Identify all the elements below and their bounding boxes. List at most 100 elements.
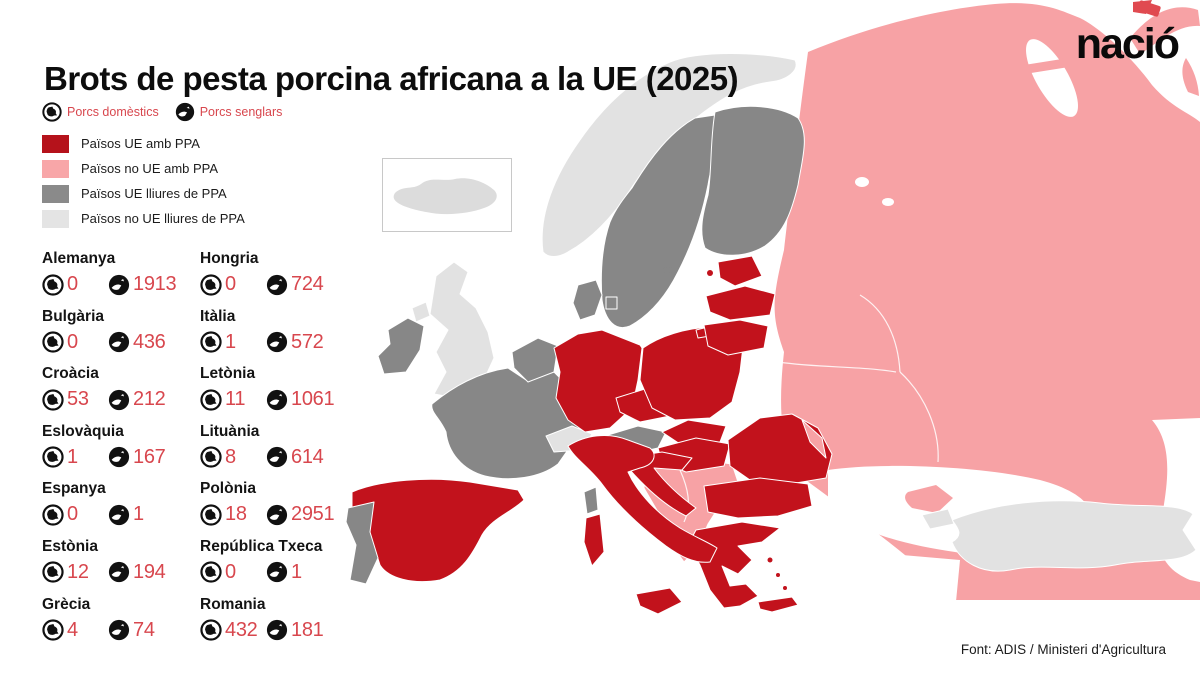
wild-stat: 1913 [108, 273, 177, 296]
domestic-stat: 0 [42, 331, 104, 354]
wild-count: 724 [291, 273, 324, 295]
map-country-denmark-zealand [605, 296, 618, 310]
country-entry: República Txeca 0 1 [200, 537, 370, 595]
wild-count: 212 [133, 388, 166, 411]
wild-count: 1913 [133, 273, 177, 295]
domestic-stat: 1 [42, 446, 104, 469]
map-country-estonia [717, 255, 763, 287]
map-aegean-sea [785, 545, 960, 612]
country-stats: 8 614 [200, 446, 370, 469]
country-stats: 0 1913 [42, 273, 192, 296]
legend-swatch-non-eu-free [42, 209, 69, 228]
country-entry: Grècia 4 74 [42, 595, 192, 653]
country-stats: 0 724 [200, 273, 370, 296]
map-island-crete [757, 596, 799, 613]
domestic-pig-icon [200, 389, 222, 411]
wild-boar-icon [266, 332, 288, 353]
domestic-pig-icon [200, 561, 222, 584]
country-name: Hongria [200, 250, 259, 267]
wild-count: 1 [291, 560, 302, 583]
map-country-ireland [377, 317, 425, 375]
wild-boar-icon [266, 447, 288, 468]
country-name: Alemanya [42, 250, 116, 267]
country-stats: 18 2951 [200, 503, 370, 526]
legend-row-non-eu-ppa: Països no UE amb PPA [42, 156, 245, 181]
country-entry: Eslovàquia 1 167 [42, 422, 192, 480]
wild-boar-icon [108, 389, 130, 410]
domestic-stat: 0 [200, 273, 262, 296]
domestic-pig-icon [42, 504, 64, 526]
wild-stat: 1 [108, 503, 144, 526]
country-name: República Txeca [200, 537, 323, 555]
map-border-balkans [679, 469, 689, 523]
domestic-pig-icon [42, 389, 64, 411]
map-balearic-island-1 [455, 525, 461, 531]
europe-map [345, 0, 1200, 615]
wild-stat: 724 [266, 273, 324, 296]
country-entry: Croàcia 53 212 [42, 364, 192, 422]
wild-count: 167 [133, 445, 166, 468]
wild-boar-icon [266, 389, 288, 410]
country-entry: Estònia 12 194 [42, 537, 192, 595]
legend-label-non-eu-ppa: Països no UE amb PPA [81, 161, 219, 176]
wild-stat: 74 [108, 619, 155, 642]
wild-boar-icon [108, 274, 130, 295]
domestic-pig-icon [200, 504, 222, 526]
domestic-stat: 1 [200, 331, 262, 354]
country-entry: Letònia 11 1061 [200, 364, 370, 422]
wild-count: 2951 [291, 503, 335, 526]
wild-count: 436 [133, 330, 166, 353]
wild-count: 614 [291, 445, 324, 468]
map-lake-ladoga [855, 177, 869, 187]
wild-stat: 212 [108, 388, 166, 411]
country-name: Eslovàquia [42, 422, 124, 440]
domestic-stat: 12 [42, 561, 104, 584]
map-island-sicily [635, 587, 683, 615]
legend-label-non-eu-free: Països no UE lliures de PPA [81, 211, 245, 226]
map-country-lithuania [703, 319, 769, 356]
wild-count: 194 [133, 560, 166, 583]
country-name: Croàcia [42, 365, 99, 383]
domestic-count: 0 [67, 273, 78, 295]
wild-stat: 614 [266, 445, 324, 469]
map-country-denmark [572, 279, 603, 321]
country-stats: 432 181 [200, 619, 370, 642]
wild-stat: 181 [266, 619, 324, 642]
wild-count: 572 [291, 330, 324, 353]
wild-boar-icon [108, 562, 130, 583]
country-stats: 0 1 [42, 503, 192, 526]
country-name: Espanya [42, 480, 106, 498]
wild-boar-icon [266, 562, 288, 583]
domestic-pig-icon [200, 331, 222, 353]
map-balearic-island-2 [469, 521, 475, 527]
domestic-count: 4 [67, 618, 78, 641]
map-country-portugal [345, 501, 379, 585]
brand-logo: nació [1075, 20, 1180, 68]
wild-boar-icon [108, 619, 130, 641]
country-entry: Bulgària 0 436 [42, 307, 192, 365]
wild-stat: 194 [108, 560, 166, 584]
country-entry: Romania 432 181 [200, 595, 370, 653]
domestic-count: 12 [67, 560, 89, 583]
country-entry: Hongria 0 724 [200, 249, 370, 307]
map-region-russia-east [774, 3, 1200, 600]
domestic-pig-icon [42, 102, 62, 122]
iceland-map [393, 178, 497, 215]
map-country-turkey [951, 500, 1197, 572]
domestic-stat: 53 [42, 388, 104, 411]
legend-label-eu-free: Països UE lliures de PPA [81, 186, 227, 201]
domestic-stat: 11 [200, 388, 262, 411]
country-stats: 12 194 [42, 561, 192, 584]
map-aegean-island-2 [776, 573, 780, 577]
country-name: Lituània [200, 422, 260, 440]
country-name: Romania [200, 595, 266, 613]
iceland-inset-box [382, 158, 512, 232]
domestic-pig-icon [200, 446, 222, 468]
country-name: Itàlia [200, 307, 236, 325]
wild-stat: 2951 [266, 503, 335, 526]
map-border-belarus-russia [859, 294, 901, 373]
wild-stat: 1061 [266, 388, 335, 411]
pig-legend-wild: Porcs senglars [175, 102, 282, 122]
country-stats: 0 1 [200, 561, 370, 584]
wild-boar-icon [266, 504, 288, 525]
